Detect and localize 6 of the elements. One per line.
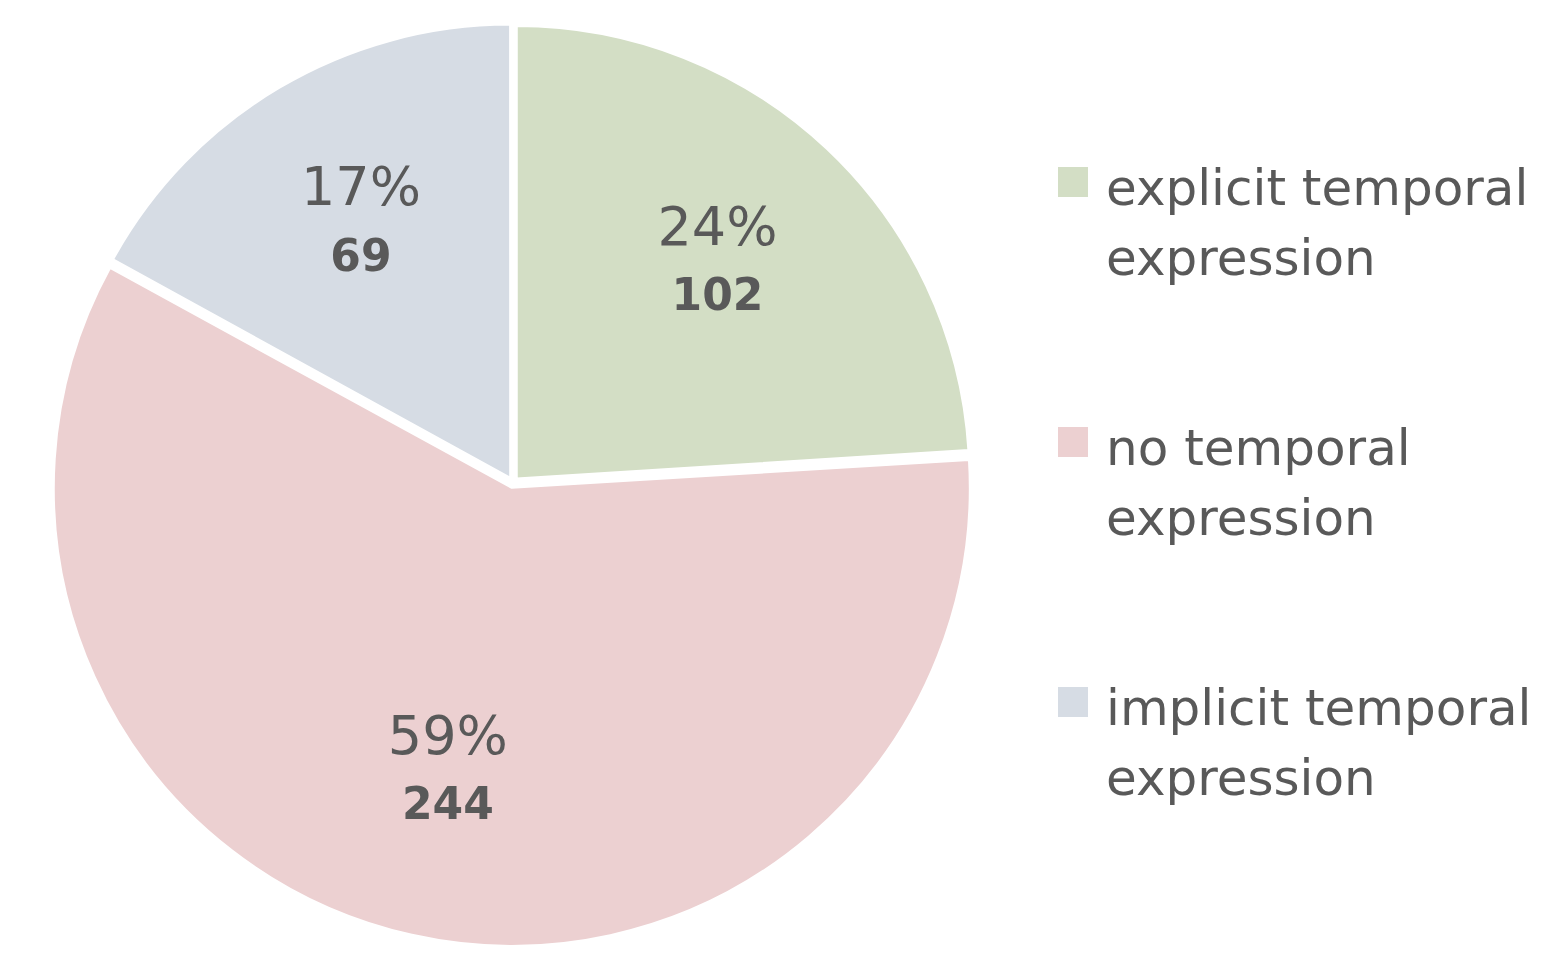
legend-label: explicit temporal expression bbox=[1106, 157, 1530, 289]
legend-label: implicit temporal expression bbox=[1106, 677, 1533, 809]
data-label: 59% 244 bbox=[387, 703, 508, 830]
legend-label: no temporal expression bbox=[1106, 417, 1412, 549]
data-label: 17% 69 bbox=[300, 155, 421, 281]
data-label: 24% 102 bbox=[657, 194, 778, 321]
